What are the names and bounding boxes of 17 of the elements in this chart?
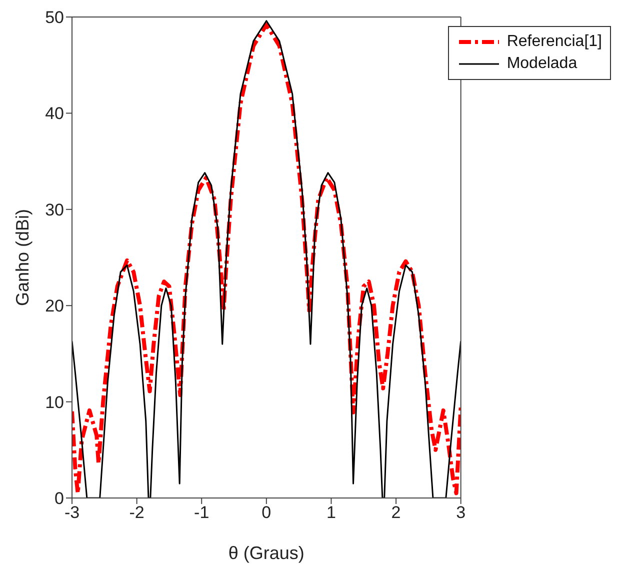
y-tick-label: 20 — [45, 296, 64, 316]
x-tick-label: 1 — [326, 503, 336, 522]
legend-label: Referencia[1] — [506, 32, 602, 52]
y-tick-label: 30 — [45, 200, 64, 220]
x-axis-title: θ (Graus) — [228, 542, 304, 563]
y-tick-label: 50 — [45, 8, 64, 28]
x-tick-label: 2 — [391, 503, 401, 522]
y-tick-label: 0 — [54, 489, 64, 508]
x-tick-label: -1 — [194, 503, 210, 522]
x-tick-label: -3 — [64, 503, 80, 522]
x-tick-label: 0 — [262, 503, 272, 522]
legend-label: Modelada — [506, 54, 578, 74]
y-tick-label: 10 — [45, 392, 64, 412]
x-tick-label: 3 — [456, 503, 466, 522]
y-tick-label: 40 — [45, 104, 64, 124]
x-tick-label: -2 — [129, 503, 144, 522]
y-axis-title: Ganho (dBi) — [12, 208, 32, 306]
